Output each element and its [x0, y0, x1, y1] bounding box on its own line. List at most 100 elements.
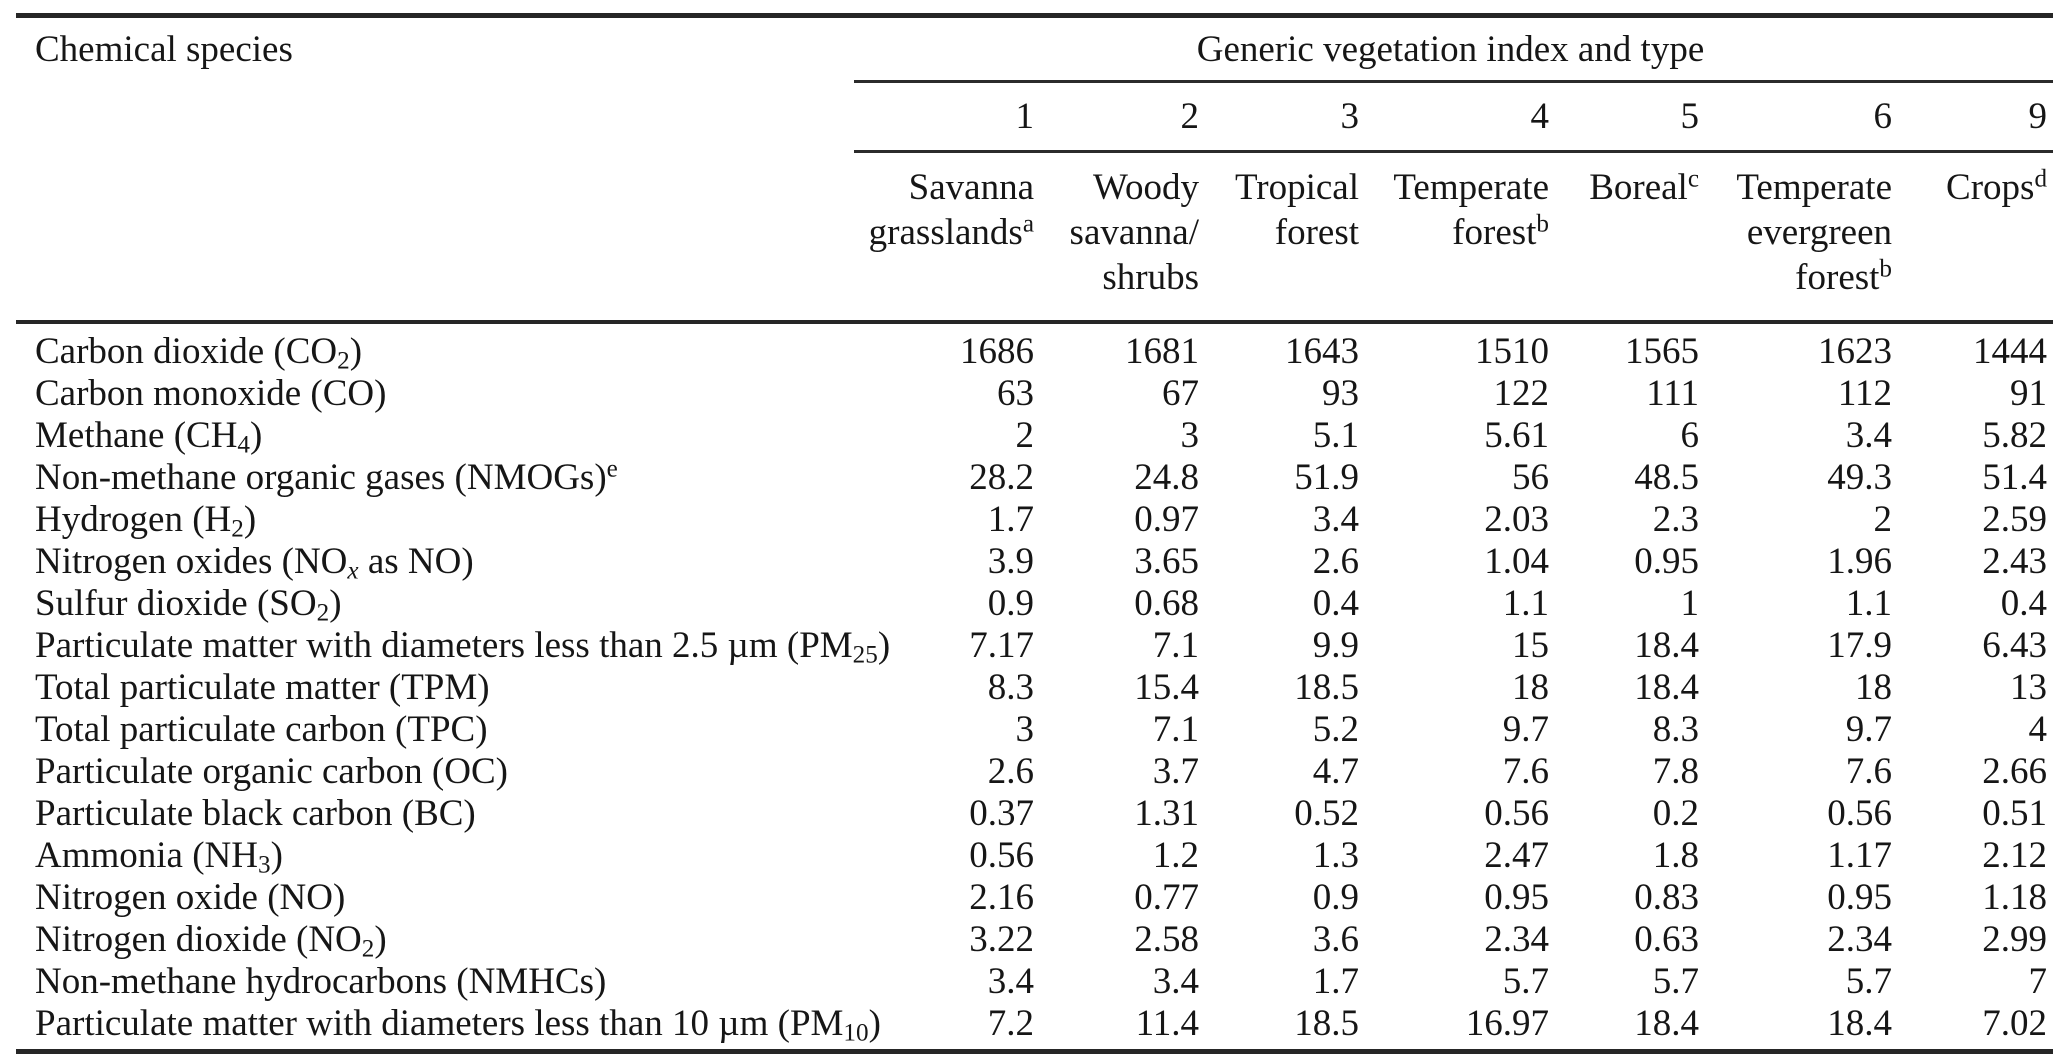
value-cell: 0.56 [969, 835, 1034, 876]
value-cell: 9.7 [1502, 709, 1549, 750]
value-cell: 7.8 [1652, 751, 1699, 792]
value-cell: 0.9 [987, 583, 1034, 624]
value-cell: 3.4 [987, 961, 1034, 1002]
table-row: Particulate matter with diameters less t… [16, 1003, 2053, 1052]
species-label: Carbon monoxide (CO) [35, 373, 387, 414]
value-cell: 2.12 [1982, 835, 2048, 876]
value-cell: 1686 [960, 331, 1034, 372]
value-cell: 1.8 [1652, 835, 1699, 876]
species-label: Total particulate matter (TPM) [35, 667, 490, 708]
value-cell: 51.9 [1294, 457, 1359, 498]
value-cell: 16.97 [1465, 1003, 1549, 1044]
value-cell: 3.9 [987, 541, 1034, 582]
value-cell: 5.82 [1982, 415, 2048, 456]
table-container: Chemical species Generic vegetation inde… [16, 13, 2054, 1054]
value-cell: 18 [1512, 667, 1549, 708]
value-cell: 13 [2010, 667, 2048, 708]
value-cell: 6.43 [1982, 625, 2048, 666]
value-cell: 122 [1493, 373, 1550, 414]
value-cell: 9.7 [1845, 709, 1892, 750]
value-cell: 1444 [1973, 331, 2048, 372]
table-row: Particulate organic carbon (OC) 2.6 3.7 4.7… [16, 751, 2053, 793]
value-cell: 0.83 [1634, 877, 1699, 918]
table-row: Carbon dioxide (CO2) 1686 1681 1643 1510 1565… [16, 322, 2053, 374]
value-cell: 2 [1873, 499, 1893, 540]
header-row-top: Chemical species Generic vegetation inde… [16, 15, 2054, 83]
value-cell: 2.43 [1982, 541, 2048, 582]
value-cell: 3.22 [969, 919, 1034, 960]
value-cell: 2.34 [1484, 919, 1549, 960]
value-cell: 28.2 [969, 457, 1034, 498]
value-cell: 2.34 [1827, 919, 1892, 960]
value-cell: 2.59 [1982, 499, 2048, 540]
value-cell: 18.5 [1294, 667, 1359, 708]
header-line: Woody [1093, 167, 1199, 208]
vegetation-index-cell: 9 [1898, 81, 2054, 153]
value-cell: 3.4 [1152, 961, 1199, 1002]
value-cell: 7.6 [1502, 751, 1549, 792]
table-row: Total particulate matter (TPM) 8.3 15.4 18.… [16, 667, 2053, 709]
value-cell: 0.51 [1982, 793, 2048, 834]
species-label: Nitrogen dioxide (NO2) [35, 919, 387, 963]
value-cell: 0.4 [1312, 583, 1359, 624]
value-cell: 0.95 [1634, 541, 1699, 582]
value-cell: 1.31 [1134, 793, 1199, 834]
header-line: shrubs [1102, 257, 1199, 298]
value-cell: 8.3 [1652, 709, 1699, 750]
header-line: Temperate [1393, 167, 1549, 208]
value-cell: 7.02 [1982, 1003, 2048, 1044]
value-cell: 67 [1162, 373, 1199, 414]
value-cell: 11.4 [1135, 1003, 1199, 1044]
vegetation-index-cell: 2 [1040, 81, 1205, 153]
species-label: Particulate black carbon (BC) [35, 793, 476, 834]
value-cell: 1643 [1285, 331, 1359, 372]
table-row: Nitrogen oxide (NO) 2.16 0.77 0.9 0.95 0.83 0.… [16, 877, 2053, 919]
value-cell: 112 [1837, 373, 1892, 414]
value-cell: 3.6 [1312, 919, 1359, 960]
value-cell: 1623 [1818, 331, 1892, 372]
value-cell: 0.2 [1652, 793, 1699, 834]
value-cell: 18 [1855, 667, 1892, 708]
value-cell: 1.96 [1827, 541, 1892, 582]
value-cell: 48.5 [1634, 457, 1699, 498]
vegetation-type-header-woody-savanna-shrubs: Woody savanna/shrubs [1040, 151, 1205, 324]
species-label: Non-methane organic gases (NMOGs)e [35, 455, 618, 498]
value-cell: 1.17 [1827, 835, 1892, 876]
table-row: Non-methane organic gases (NMOGs)e 28.2 24… [16, 455, 2053, 499]
species-label: Total particulate carbon (TPC) [35, 709, 488, 750]
value-cell: 0.9 [1312, 877, 1359, 918]
value-cell: 56 [1512, 457, 1549, 498]
value-cell: 5.7 [1652, 961, 1699, 1002]
vegetation-type-header-crops: Cropsd [1898, 151, 2054, 324]
table-row: Particulate matter with diameters less t… [16, 625, 2053, 668]
value-cell: 1510 [1475, 331, 1549, 372]
value-cell: 7.17 [969, 625, 1034, 666]
value-cell: 2.66 [1982, 751, 2048, 792]
value-cell: 3.4 [1312, 499, 1359, 540]
header-line: grasslandsa [868, 210, 1034, 253]
value-cell: 9.9 [1312, 625, 1359, 666]
vegetation-type-header-temperate-forest: Temperate forestb [1365, 151, 1555, 324]
value-cell: 3.65 [1134, 541, 1199, 582]
value-cell: 2.16 [969, 877, 1034, 918]
value-cell: 0.56 [1827, 793, 1892, 834]
value-cell: 2.58 [1134, 919, 1199, 960]
table-row: Carbon monoxide (CO) 63 67 93 122 111 112 91 [16, 373, 2053, 415]
value-cell: 6 [1680, 415, 1700, 456]
spacer-cell [16, 82, 854, 152]
header-line: Borealc [1589, 165, 1699, 208]
value-cell: 7.1 [1152, 625, 1199, 666]
value-cell: 2.6 [1312, 541, 1359, 582]
value-cell: 3.7 [1152, 751, 1199, 792]
value-cell: 1.04 [1484, 541, 1549, 582]
value-cell: 4.7 [1312, 751, 1359, 792]
header-line: Cropsd [1946, 165, 2048, 208]
value-cell: 1.3 [1312, 835, 1359, 876]
table-row: Particulate black carbon (BC) 0.37 1.31 0.5… [16, 793, 2053, 835]
value-cell: 49.3 [1827, 457, 1892, 498]
table-row: Nitrogen dioxide (NO2) 3.22 2.58 3.6 2.34 0.6… [16, 919, 2053, 963]
value-cell: 7.2 [987, 1003, 1034, 1044]
value-cell: 1681 [1125, 331, 1199, 372]
vegetation-index-cell: 5 [1555, 81, 1705, 153]
